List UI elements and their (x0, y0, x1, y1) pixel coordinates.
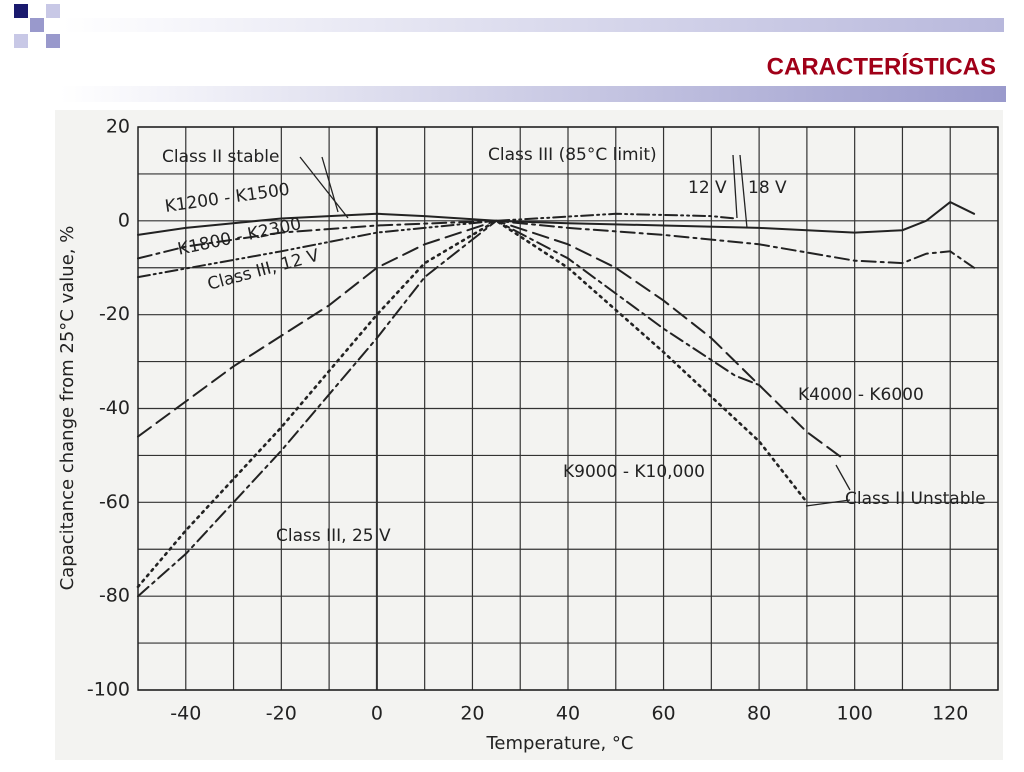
annotation: 12 V (688, 178, 727, 198)
deco (14, 4, 28, 18)
x-tick-label: 60 (651, 703, 675, 725)
y-tick-label: 20 (106, 116, 130, 138)
y-tick-label: -80 (99, 585, 130, 607)
arrow (835, 464, 851, 491)
arrow (321, 156, 339, 213)
series-line (136, 219, 809, 589)
x-tick-label: 0 (371, 703, 383, 725)
deco (46, 34, 60, 48)
arrow (739, 154, 748, 229)
series-line (137, 212, 737, 279)
y-tick-label: -20 (99, 303, 130, 325)
series-label: K9000 - K10,000 (563, 462, 705, 482)
x-axis-title: Temperature, °C (485, 733, 633, 754)
deco-bar (62, 18, 1004, 32)
annotation: Class II stable (162, 147, 279, 167)
y-tick-label: -100 (87, 679, 130, 701)
annotation: 18 V (748, 178, 787, 198)
series-label: K4000 - K6000 (798, 385, 924, 405)
deco (30, 18, 44, 32)
series-label: Class III, 25 V (276, 526, 391, 546)
deco-bar (60, 86, 1006, 102)
x-tick-label: -40 (170, 703, 201, 725)
series-line (137, 219, 976, 269)
deco (14, 34, 28, 48)
arrow (732, 154, 738, 219)
slide-title: CARACTERÍSTICAS (767, 52, 996, 80)
y-tick-label: -60 (99, 491, 130, 513)
x-tick-label: 80 (747, 703, 771, 725)
y-tick-label: -40 (99, 397, 130, 419)
plot-frame (137, 126, 999, 691)
x-tick-label: 120 (932, 703, 968, 725)
series-line (137, 219, 761, 598)
arrow (299, 156, 349, 219)
x-tick-label: 100 (837, 703, 873, 725)
y-tick-label: 0 (118, 209, 130, 231)
arrow (805, 499, 851, 507)
annotation: Class III (85°C limit) (488, 145, 657, 165)
x-tick-label: 40 (556, 703, 580, 725)
annotation: Class II Unstable (845, 489, 986, 509)
x-tick-label: 20 (460, 703, 484, 725)
x-tick-label: -20 (266, 703, 297, 725)
y-axis-title: Capacitance change from 25°C value, % (57, 226, 78, 591)
deco (46, 4, 60, 18)
series-line (137, 200, 976, 236)
